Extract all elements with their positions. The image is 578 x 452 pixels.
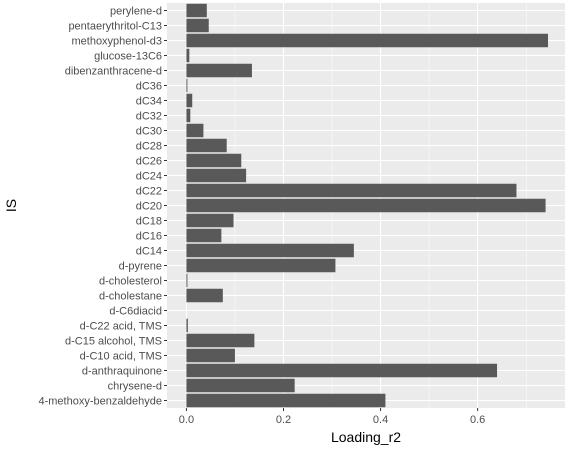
x-axis-title: Loading_r2 [331,429,401,445]
y-tick-label: d-C22 acid, TMS [80,321,162,333]
bar [186,213,234,228]
y-tick-label: dC30 [136,126,162,138]
bar [186,18,209,33]
x-tick-label: 0.0 [179,414,194,426]
y-tick-label: dC20 [136,201,162,213]
y-tick-label: glucose-13C6 [94,51,162,63]
bar [186,348,235,363]
bar [186,3,207,18]
bars [186,3,549,408]
y-tick-label: pentaerythritol-C13 [68,21,162,33]
x-axis: 0.0 0.2 0.4 0.6 [179,408,485,426]
bar [186,168,247,183]
y-tick-label: dibenzanthracene-d [65,66,162,78]
bar [186,378,295,393]
bar [186,108,191,123]
bar [186,258,336,273]
y-axis-title: IS [3,199,19,212]
y-tick-label: perylene-d [110,6,162,18]
y-axis: perylene-d pentaerythritol-C13 methoxyphen… [38,6,167,408]
bar [186,138,227,153]
y-tick-label: methoxyphenol-d3 [71,36,162,48]
bar [186,198,546,213]
y-tick-label: d-C15 alcohol, TMS [65,336,162,348]
bar [186,333,255,348]
y-tick-label: d-cholesterol [99,276,162,288]
bar [186,123,204,138]
bar [186,63,252,78]
bar [186,228,222,243]
bar [186,153,242,168]
y-tick-label: dC36 [136,81,162,93]
bar [186,48,190,63]
bar [186,393,386,408]
y-tick-label: d-anthraquinone [82,366,162,378]
y-tick-label: dC14 [136,246,162,258]
y-tick-label: d-C6diacid [109,306,162,318]
y-tick-label: chrysene-d [108,381,162,393]
y-tick-label: dC26 [136,156,162,168]
bar [186,93,193,108]
y-tick-label: dC16 [136,231,162,243]
y-tick-label: dC18 [136,216,162,228]
y-tick-label: dC24 [136,171,162,183]
y-tick-label: dC34 [136,96,162,108]
x-tick-label: 0.2 [276,414,291,426]
y-tick-label: dC28 [136,141,162,153]
y-tick-label: dC22 [136,186,162,198]
bar [186,78,188,93]
y-tick-label: dC32 [136,111,162,123]
bar [186,363,498,378]
x-tick-label: 0.4 [373,414,388,426]
y-tick-label: d-pyrene [119,261,162,273]
y-tick-label: 4-methoxy-benzaldehyde [38,396,162,408]
bar [186,183,517,198]
bar [186,33,549,48]
bar [186,273,188,288]
bar [186,288,223,303]
bar [186,318,188,333]
y-tick-label: d-cholestane [99,291,162,303]
bar [186,243,354,258]
x-tick-label: 0.6 [470,414,485,426]
y-tick-label: d-C10 acid, TMS [80,351,162,363]
